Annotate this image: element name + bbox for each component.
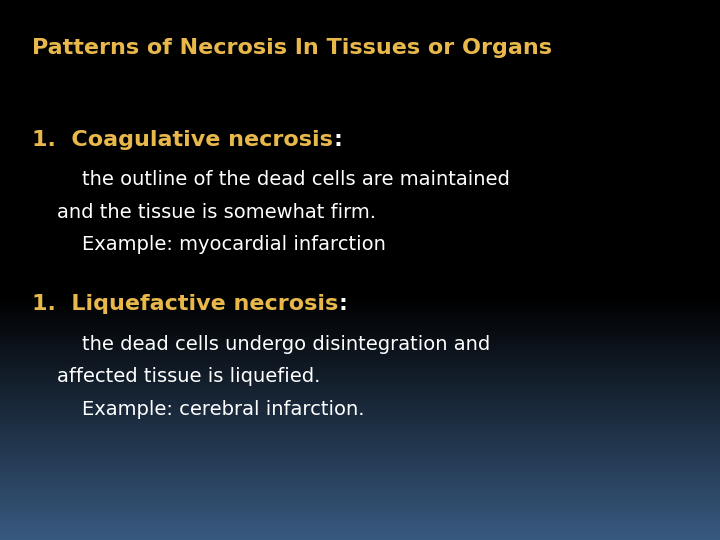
Text: Patterns of Necrosis In Tissues or Organs: Patterns of Necrosis In Tissues or Organ…	[32, 38, 552, 58]
Text: the outline of the dead cells are maintained: the outline of the dead cells are mainta…	[32, 170, 510, 189]
Text: :: :	[333, 130, 342, 150]
Text: :: :	[338, 294, 348, 314]
Text: 1.  Liquefactive necrosis: 1. Liquefactive necrosis	[32, 294, 338, 314]
Text: affected tissue is liquefied.: affected tissue is liquefied.	[32, 367, 321, 386]
Text: 1.  Liquefactive necrosis:: 1. Liquefactive necrosis:	[32, 294, 348, 314]
Text: the dead cells undergo disintegration and: the dead cells undergo disintegration an…	[32, 335, 490, 354]
Text: Example: myocardial infarction: Example: myocardial infarction	[32, 235, 386, 254]
Text: 1.  Coagulative necrosis:: 1. Coagulative necrosis:	[32, 130, 342, 150]
Text: 1.  Coagulative necrosis: 1. Coagulative necrosis	[32, 130, 333, 150]
Text: and the tissue is somewhat firm.: and the tissue is somewhat firm.	[32, 202, 377, 221]
Text: Example: cerebral infarction.: Example: cerebral infarction.	[32, 400, 365, 419]
